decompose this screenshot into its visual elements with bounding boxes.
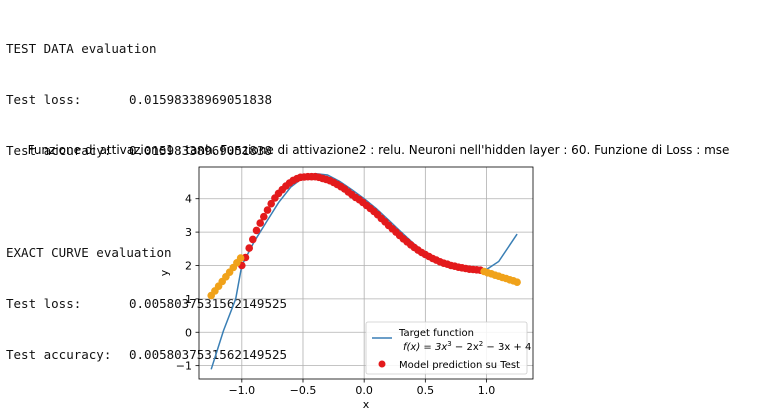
exact-accuracy-label: Test accuracy: [6,347,112,362]
exact-loss-label: Test loss: [6,296,82,311]
model-prediction-point [256,219,265,227]
formula-exp1: 3 [447,340,451,348]
x-tick-label: −0.5 [290,384,317,397]
formula-mid: − 2x [452,342,479,353]
extrapolation-point [236,254,245,262]
exact-accuracy-value: 0.0058037531562149525 [129,347,288,362]
model-prediction-point [267,199,276,208]
model-prediction-point [260,212,268,221]
y-tick-label: 1 [185,293,192,306]
y-tick-label: 4 [185,193,192,206]
formula-prefix: f(x) = 3x [403,342,447,353]
test-data-header: TEST DATA evaluation [6,41,157,56]
x-tick-label: 0.5 [417,384,435,397]
legend-scatter-swatch [378,360,386,368]
legend-formula: f(x) = 3x3 − 2x2 − 3x + 4 [403,340,531,353]
exact-loss-value: 0.0058037531562149525 [129,296,288,311]
legend: Target function f(x) = 3x3 − 2x2 − 3x + … [365,321,531,375]
test-accuracy-value: 0.01598338969051838 [129,143,272,158]
model-prediction-point [263,206,272,214]
legend-scatter-label: Model prediction su Test [399,360,520,371]
x-axis-label: x [363,398,370,411]
model-prediction-point [245,244,253,252]
y-axis-label: y [158,269,171,276]
formula-exp2: 2 [479,340,483,348]
y-tick-label: 3 [185,226,192,239]
exact-loss-row: Test loss: 0.0058037531562149525 [6,295,287,312]
x-tick-label: 0.0 [355,384,373,397]
model-prediction-point [252,226,261,235]
y-tick-label: 2 [185,259,192,272]
y-tick-label: −1 [176,360,192,373]
y-tick-label: 0 [185,326,192,339]
test-accuracy-row: Test accuracy: 0.01598338969051838 [6,142,287,159]
axes-frame [198,166,534,380]
legend-target-label: Target function [398,328,474,339]
x-tick-label: 1.0 [478,384,496,397]
test-loss-value: 0.01598338969051838 [129,92,272,107]
test-accuracy-label: Test accuracy: [6,143,112,158]
test-loss-row: Test loss: 0.01598338969051838 [6,91,287,108]
axis-ticks: −1.0 −0.5 0.0 0.5 1.0 −1 0 1 2 3 4 [176,193,495,397]
test-loss-label: Test loss: [6,92,82,107]
x-tick-label: −1.0 [228,384,255,397]
evaluation-output: TEST DATA evaluation Test loss: 0.0159833… [6,6,287,380]
exact-curve-header: EXACT CURVE evaluation [6,245,172,260]
extrapolation-point [513,278,521,287]
formula-suffix: − 3x + 4 [483,342,531,353]
plot-title: Funzione di attivazione1 : tanh. Funzion… [27,143,730,157]
data-series [207,172,521,370]
exact-accuracy-row: Test accuracy: 0.0058037531562149525 [6,346,287,363]
legend-box [365,321,528,375]
model-prediction-point [249,235,257,244]
